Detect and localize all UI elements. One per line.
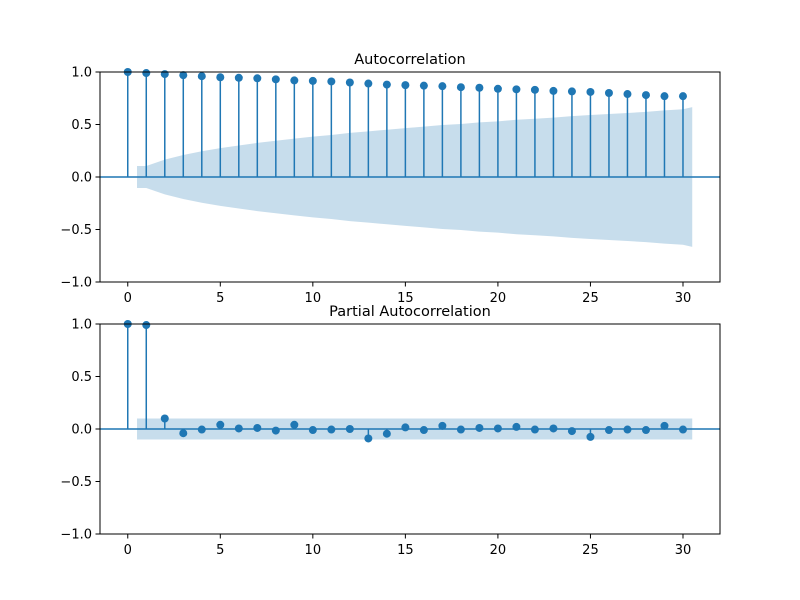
acf-marker-lag-6 (234, 73, 243, 82)
acf-marker-lag-2 (160, 70, 169, 79)
pacf-ytick-label-0: 0.0 (71, 423, 92, 438)
pacf-marker-lag-27 (623, 425, 632, 434)
acf-marker-lag-17 (438, 82, 447, 91)
pacf-ytick-label-neg0_5: −0.5 (60, 475, 92, 490)
pacf-marker-lag-7 (253, 423, 262, 432)
pacf-marker-lag-30 (678, 425, 687, 434)
pacf-marker-lag-28 (641, 426, 650, 435)
acf-xtick-label-25: 25 (582, 291, 599, 306)
pacf-marker-lag-13 (364, 434, 373, 443)
pacf-marker-lag-25 (586, 432, 595, 441)
acf-marker-lag-15 (401, 81, 410, 90)
acf-ytick-label-neg1: −1.0 (60, 276, 92, 291)
acf-marker-lag-8 (271, 75, 280, 84)
acf-marker-lag-22 (530, 85, 539, 94)
pacf-marker-lag-24 (567, 427, 576, 436)
acf-marker-lag-16 (419, 81, 428, 90)
pacf-marker-lag-3 (179, 429, 188, 438)
acf-marker-lag-29 (660, 92, 669, 101)
pacf-xtick-label-30: 30 (675, 543, 692, 558)
acf-xtick-label-20: 20 (490, 291, 507, 306)
acf-marker-lag-26 (604, 89, 613, 97)
acf-marker-lag-23 (549, 86, 558, 95)
acf-marker-lag-30 (678, 92, 687, 101)
pacf-ytick-label-1: 1.0 (71, 318, 92, 333)
acf-marker-lag-18 (456, 83, 465, 92)
acf-marker-lag-19 (475, 83, 484, 92)
pacf-marker-lag-16 (419, 426, 428, 435)
acf-marker-lag-27 (623, 90, 632, 99)
pacf-ytick-label-neg1: −1.0 (60, 528, 92, 543)
partial-autocorrelation-title: Partial Autocorrelation (329, 304, 491, 320)
acf-marker-lag-25 (586, 87, 595, 96)
acf-marker-lag-13 (364, 79, 373, 88)
acf-xtick-label-0: 0 (124, 291, 132, 306)
pacf-marker-lag-23 (549, 424, 558, 433)
pacf-marker-lag-20 (493, 424, 502, 433)
acf-marker-lag-3 (179, 71, 188, 80)
acf-ytick-label-1: 1.0 (71, 66, 92, 81)
pacf-marker-lag-4 (197, 425, 206, 434)
acf-marker-lag-7 (253, 74, 262, 83)
acf-marker-lag-1 (142, 69, 151, 78)
acf-marker-lag-21 (512, 85, 521, 94)
pacf-marker-lag-2 (160, 414, 169, 423)
pacf-marker-lag-17 (438, 421, 447, 430)
pacf-marker-lag-29 (660, 421, 669, 430)
acf-xtick-label-5: 5 (216, 291, 224, 306)
acf-ytick-label-0_5: 0.5 (71, 118, 92, 133)
pacf-xtick-label-0: 0 (124, 543, 132, 558)
acf-marker-lag-10 (308, 76, 317, 85)
acf-marker-lag-12 (345, 78, 354, 87)
autocorrelation-panel: 0 5 10 15 20 25 30 −1.0 −0.5 0.0 0.5 1.0 Autocorrela… (60, 52, 721, 306)
pacf-marker-lag-10 (308, 426, 317, 435)
pacf-marker-lag-15 (401, 423, 410, 432)
acf-marker-lag-20 (493, 84, 502, 93)
pacf-marker-lag-8 (271, 426, 280, 435)
pacf-marker-lag-19 (475, 423, 484, 432)
pacf-marker-lag-14 (382, 429, 391, 438)
acf-xtick-label-15: 15 (397, 291, 414, 306)
pacf-xtick-label-10: 10 (305, 543, 322, 558)
pacf-marker-lag-21 (512, 422, 521, 431)
pacf-xtick-label-5: 5 (216, 543, 224, 558)
acf-marker-lag-9 (290, 76, 299, 85)
acf-marker-lag-5 (216, 73, 225, 82)
pacf-marker-lag-9 (290, 420, 299, 429)
pacf-marker-lag-1 (142, 321, 151, 330)
pacf-marker-lag-5 (216, 420, 225, 429)
acf-ytick-label-0: 0.0 (71, 171, 92, 186)
pacf-marker-lag-12 (345, 425, 354, 433)
pacf-marker-lag-11 (327, 425, 336, 434)
pacf-ytick-label-0_5: 0.5 (71, 370, 92, 385)
autocorrelation-title: Autocorrelation (354, 52, 465, 68)
acf-ytick-label-neg0_5: −0.5 (60, 223, 92, 238)
pacf-marker-lag-18 (456, 425, 465, 434)
partial-autocorrelation-panel: 0 5 10 15 20 25 30 −1.0 −0.5 0.0 0.5 1.0 Partial Aut… (60, 304, 721, 558)
pacf-xtick-label-15: 15 (397, 543, 414, 558)
acf-marker-lag-28 (641, 91, 650, 100)
pacf-marker-lag-26 (604, 426, 613, 435)
acf-xtick-label-10: 10 (305, 291, 322, 306)
acf-marker-lag-4 (197, 72, 206, 81)
acf-marker-lag-14 (382, 80, 391, 89)
acf-marker-lag-24 (567, 87, 576, 96)
acf-marker-lag-11 (327, 77, 336, 86)
acf-xtick-label-30: 30 (675, 291, 692, 306)
pacf-marker-lag-6 (234, 424, 243, 433)
pacf-xtick-label-20: 20 (490, 543, 507, 558)
pacf-marker-lag-22 (530, 425, 539, 434)
pacf-xtick-label-25: 25 (582, 543, 599, 558)
